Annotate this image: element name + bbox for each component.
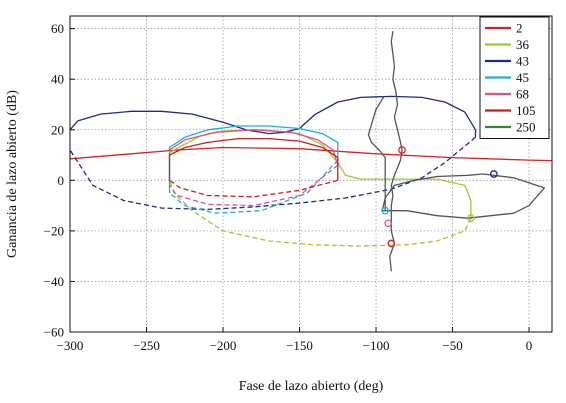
series-line-45 bbox=[168, 125, 339, 193]
x-tick-label: −150 bbox=[286, 338, 313, 353]
series-line-43 bbox=[69, 95, 477, 138]
x-tick-label: −100 bbox=[363, 338, 390, 353]
x-tick-label: −300 bbox=[57, 338, 84, 353]
legend-entry: 105 bbox=[516, 103, 536, 118]
marker-105 bbox=[387, 239, 396, 248]
series-group bbox=[69, 31, 553, 272]
x-tick-label: −200 bbox=[210, 338, 237, 353]
plot-frame bbox=[69, 15, 553, 333]
marker-68 bbox=[384, 219, 393, 228]
y-tick-label: −60 bbox=[44, 325, 64, 340]
legend-entry: 36 bbox=[516, 37, 530, 52]
x-tick-label: −50 bbox=[442, 338, 462, 353]
marker-2 bbox=[398, 146, 406, 154]
markers-group bbox=[381, 146, 498, 248]
series-line-locus bbox=[367, 96, 386, 211]
series-line-105 bbox=[168, 137, 339, 181]
legend-entry: 250 bbox=[516, 120, 536, 135]
y-tick-label: 0 bbox=[58, 173, 65, 188]
y-tick-label: −20 bbox=[44, 223, 64, 238]
legend-entry: 2 bbox=[516, 21, 523, 36]
legend-entry: 43 bbox=[516, 54, 529, 69]
legend-entry: 68 bbox=[516, 87, 529, 102]
y-axis-label: Ganancia de lazo abierto (dB) bbox=[5, 90, 20, 258]
x-axis-label: Fase de lazo abierto (deg) bbox=[239, 379, 384, 394]
series-line-36 bbox=[169, 129, 472, 219]
marker-45 bbox=[381, 206, 390, 215]
y-tick-label: 40 bbox=[51, 72, 64, 87]
series-line-105 bbox=[169, 179, 338, 198]
x-tick-label: −250 bbox=[133, 338, 160, 353]
series-line-68 bbox=[168, 164, 339, 207]
marker-36 bbox=[467, 214, 475, 223]
series-line-locus bbox=[389, 31, 403, 272]
series-line-locus bbox=[381, 173, 545, 219]
y-tick-label: −40 bbox=[44, 274, 64, 289]
series-line-68 bbox=[169, 129, 339, 166]
series-line-36 bbox=[168, 180, 472, 247]
y-tick-label: 20 bbox=[51, 122, 64, 137]
marker-43 bbox=[490, 170, 498, 178]
series-line-2 bbox=[69, 146, 553, 162]
y-tick-label: 60 bbox=[51, 21, 64, 36]
legend-entry: 45 bbox=[516, 70, 529, 85]
x-tick-label: 0 bbox=[526, 338, 533, 353]
